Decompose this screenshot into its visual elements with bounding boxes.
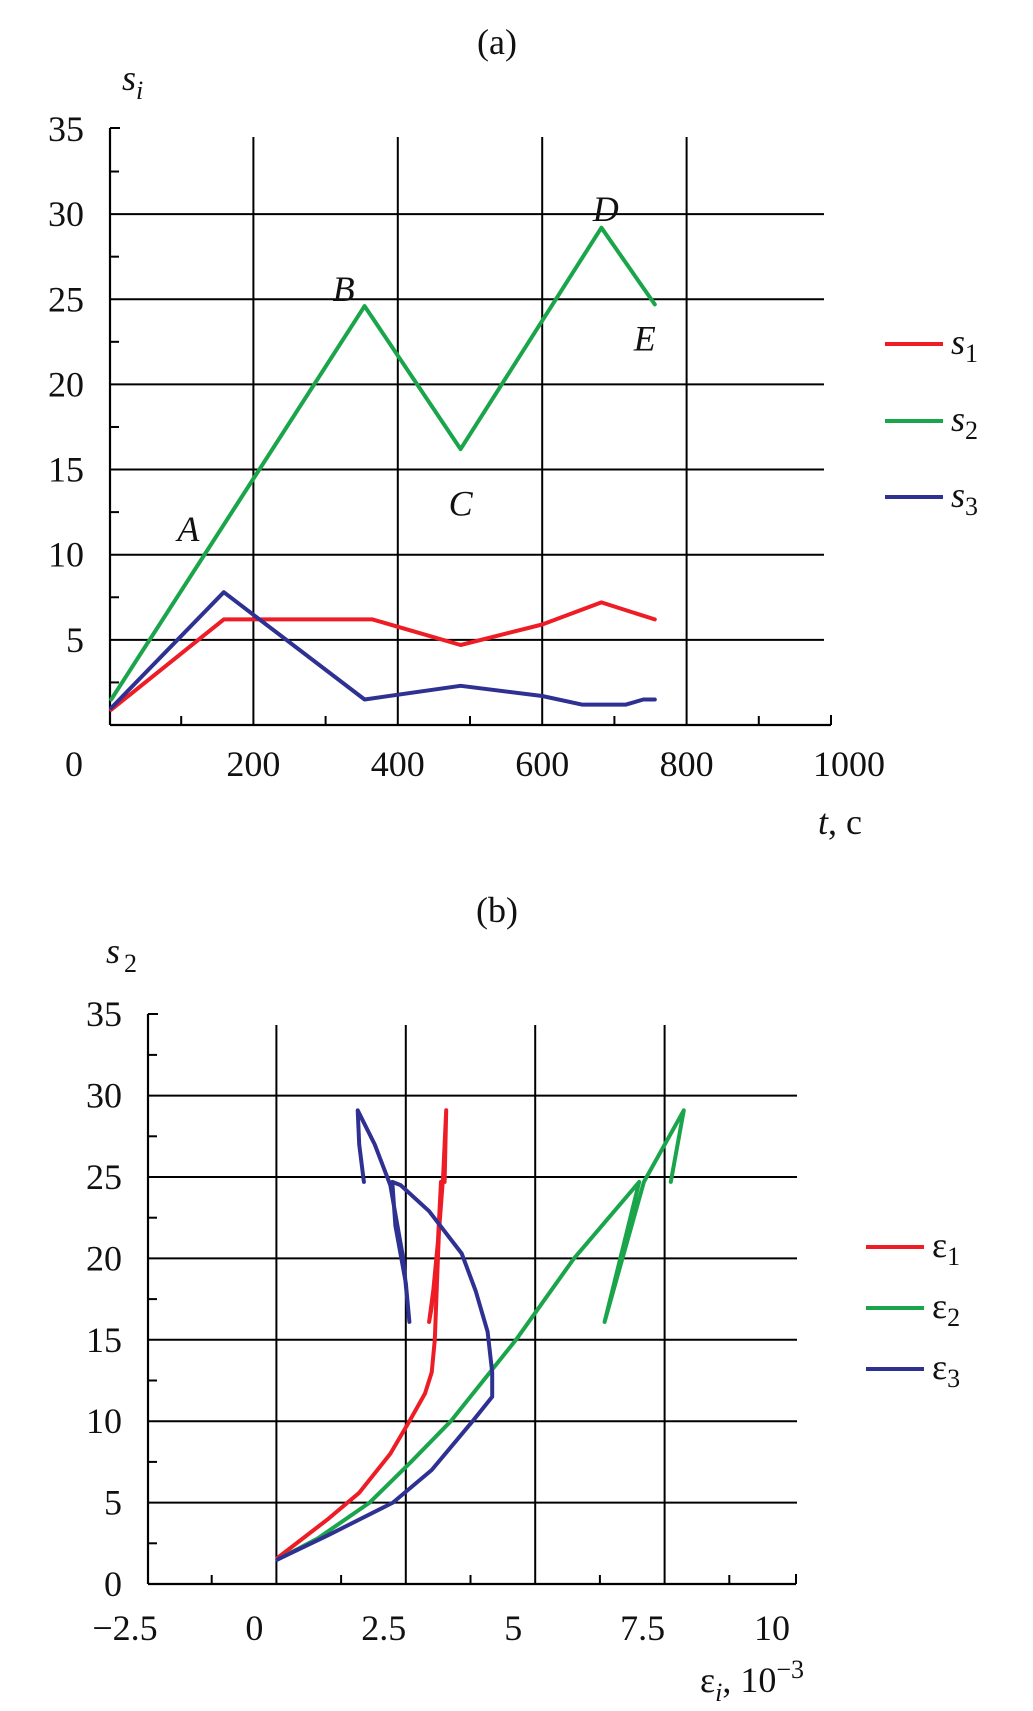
x-tick-label: 1000 — [813, 744, 885, 784]
x-tick-label: 200 — [226, 744, 280, 784]
y-tick-label: 20 — [86, 1238, 122, 1278]
legend-label-sub: 1 — [965, 339, 978, 368]
chart-a-title: (a) — [477, 22, 517, 62]
legend-label-main: s — [951, 322, 965, 362]
grid — [148, 1025, 797, 1584]
point-label-A: A — [175, 509, 200, 549]
x-tick-label: 5 — [504, 1608, 522, 1648]
point-label-B: B — [333, 269, 355, 309]
series-line-s1 — [109, 600, 657, 712]
y-tick-label: 30 — [48, 194, 84, 234]
chart-b-x-axis-label: εi, 10−3 — [700, 1655, 804, 1707]
y-tick-label: 5 — [104, 1483, 122, 1523]
grid — [110, 137, 824, 725]
y-tick-label: 25 — [48, 279, 84, 319]
y-tick-label: 30 — [86, 1076, 122, 1116]
legend-label-main: s — [951, 475, 965, 515]
legend-label-main: ε — [932, 1225, 947, 1265]
legend-label-sub: 1 — [947, 1242, 960, 1271]
y-tick-label: 35 — [86, 994, 122, 1034]
y-tick-label: 10 — [48, 535, 84, 575]
point-label-D: D — [592, 189, 619, 229]
legend-label-main: ε — [932, 1347, 947, 1387]
legend-label-sub: 2 — [965, 416, 978, 445]
y-tick-label: 15 — [48, 450, 84, 490]
legend-label: ε2 — [932, 1286, 960, 1332]
chart-b-title: (b) — [476, 890, 518, 930]
legend-label-sub: 3 — [947, 1364, 960, 1393]
x-tick-label: 0 — [245, 1608, 263, 1648]
chart-a-y-axis-label: si — [122, 58, 143, 105]
y-tick-label: 0 — [104, 1564, 122, 1604]
x-tick-label: 0 — [65, 744, 83, 784]
y-tick-label: 15 — [86, 1320, 122, 1360]
series-line-ε1 — [275, 1108, 449, 1560]
legend-label-sub: 2 — [947, 1303, 960, 1332]
series-line-ε3 — [275, 1108, 495, 1562]
y-tick-label: 5 — [66, 620, 84, 660]
series-line-s3 — [109, 590, 657, 710]
x-tick-label: 800 — [660, 744, 714, 784]
legend-label-sub: 3 — [965, 492, 978, 521]
y-tick-label: 25 — [86, 1157, 122, 1197]
legend-label-main: ε — [932, 1286, 947, 1326]
legend-label-main: s — [951, 399, 965, 439]
legend-label: s1 — [951, 322, 978, 368]
legend-label: ε1 — [932, 1225, 960, 1271]
x-tick-label: −2.5 — [92, 1608, 157, 1648]
x-tick-label: 600 — [515, 744, 569, 784]
x-tick-label: 10 — [754, 1608, 790, 1648]
series-line-ε2 — [275, 1108, 686, 1562]
x-tick-label: 400 — [371, 744, 425, 784]
legend-label: ε3 — [932, 1347, 960, 1393]
y-tick-label: 35 — [48, 109, 84, 149]
y-tick-label: 20 — [48, 364, 84, 404]
x-tick-label: 7.5 — [620, 1608, 665, 1648]
series-line-s2 — [109, 225, 657, 702]
chart-a-x-axis-label: t, c — [818, 802, 862, 842]
chart-a-time-series: (a) si t, c 5 10 15 20 25 30 35 0 200 400 600 800 10… — [48, 22, 978, 842]
y-tick-label: 10 — [86, 1401, 122, 1441]
point-label-E: E — [633, 318, 656, 358]
x-tick-label: 2.5 — [361, 1608, 406, 1648]
point-label-C: C — [449, 484, 474, 524]
legend-label: s3 — [951, 475, 978, 521]
legend-label: s2 — [951, 399, 978, 445]
